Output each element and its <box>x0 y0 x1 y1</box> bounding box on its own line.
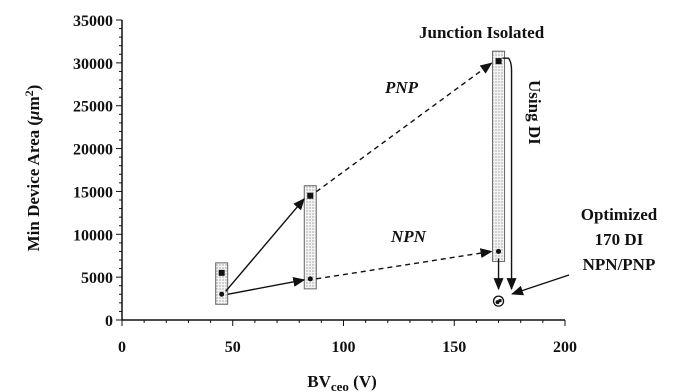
y-axis-title: Min Device Area (μm2) <box>22 85 43 252</box>
using-di-arrow <box>502 57 517 291</box>
y-tick-label: 20000 <box>73 142 113 159</box>
y-axis-title-main: Min Device Area ( <box>24 120 43 252</box>
optimized-label-line1: Optimized <box>581 205 658 224</box>
x-axis-title-subscript: ceo <box>331 379 349 392</box>
pnp-arrow-45-to-85 <box>225 197 305 292</box>
optimized-point-square <box>498 299 502 303</box>
y-axis-title-unit: m <box>24 96 43 110</box>
y-tick-label: 10000 <box>73 227 113 244</box>
y-axis-title-superscript: 2 <box>22 90 36 96</box>
axes: 0 5000 10000 15000 20000 25000 30000 35000 0 50 10… <box>73 13 577 356</box>
x-tick-label: 200 <box>553 339 577 356</box>
x-tick-label: 50 <box>225 339 241 356</box>
trend-arrows <box>225 57 570 296</box>
x-axis-title-main: BV <box>307 372 331 391</box>
npn-series-label: NPN <box>390 227 427 246</box>
x-tick-label: 100 <box>332 339 356 356</box>
y-tick-label: 15000 <box>73 184 113 201</box>
npn-arrow-45-to-85 <box>227 276 306 295</box>
optimized-label-line2: 170 DI <box>595 230 644 249</box>
y-tick-label: 30000 <box>73 56 113 73</box>
x-axis-title: BVceo (V) <box>307 372 377 392</box>
y-tick-label: 0 <box>105 313 113 330</box>
pnp-point <box>307 192 314 199</box>
pnp-arrow-85-to-170 <box>315 62 493 193</box>
x-axis-title-unit: (V) <box>349 372 377 391</box>
y-tick-label: 5000 <box>81 270 113 287</box>
junction-isolated-label: Junction Isolated <box>419 23 545 42</box>
y-tick-label: 25000 <box>73 99 113 116</box>
y-axis-title-close: ) <box>24 85 43 91</box>
grouping-box <box>303 185 317 290</box>
npn-point <box>219 291 225 297</box>
using-di-label: Using DI <box>525 80 544 145</box>
x-tick-label: 150 <box>442 339 466 356</box>
grouping-box <box>215 262 229 305</box>
y-axis-title-mu: μ <box>24 110 43 120</box>
npn-point <box>496 248 502 254</box>
pnp-point <box>218 269 225 276</box>
npn-point <box>307 276 313 282</box>
optimized-label-arrow <box>511 274 570 296</box>
y-tick-label: 35000 <box>73 13 113 30</box>
npn-arrow-85-to-170 <box>316 248 493 280</box>
optimized-label-line3: NPN/PNP <box>583 255 656 274</box>
grouping-box <box>492 50 506 262</box>
pnp-series-label: PNP <box>384 78 419 97</box>
grouping-boxes <box>215 50 506 305</box>
pnp-point <box>495 58 502 65</box>
data-marks <box>218 58 505 307</box>
x-tick-label: 0 <box>118 339 126 356</box>
